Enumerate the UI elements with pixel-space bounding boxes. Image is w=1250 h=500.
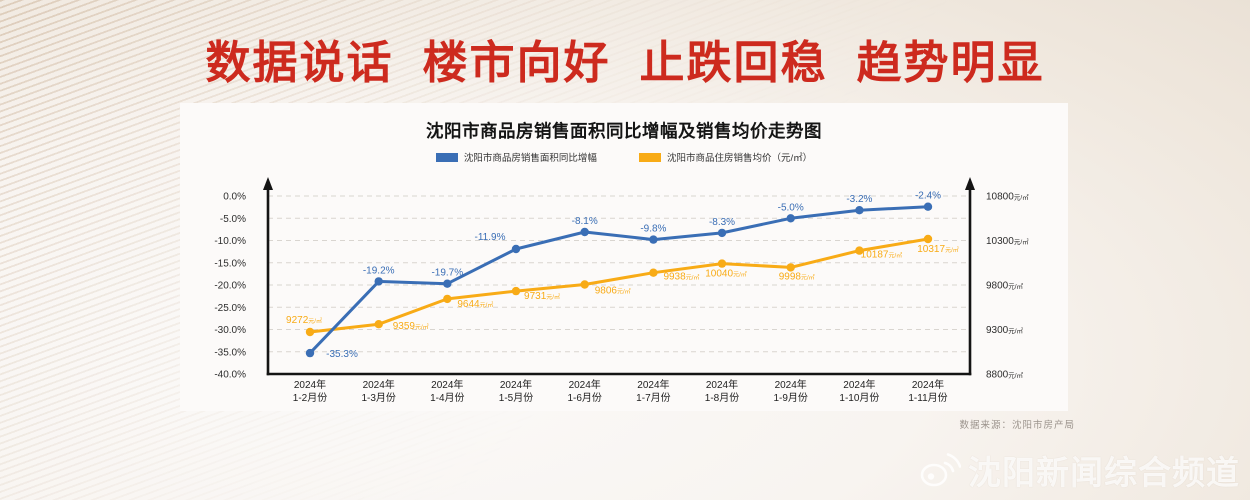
- headline: 数据说话 楼市向好 止跌回稳 趋势明显: [205, 37, 1045, 88]
- grid-lines: [268, 195, 970, 353]
- svg-text:-11.9%: -11.9%: [475, 232, 506, 243]
- svg-text:-2.4%: -2.4%: [915, 191, 941, 202]
- svg-text:-8.1%: -8.1%: [572, 216, 598, 227]
- legend-label-price: 沈阳市商品住房销售均价（元/㎡）: [666, 153, 813, 164]
- svg-text:9938元/㎡: 9938元/㎡: [663, 272, 699, 283]
- chart-plot: 0.0% -5.0% -10.0% -15.0% -20.0% -25.0% -30.0% -…: [214, 177, 1029, 404]
- svg-text:9998元/㎡: 9998元/㎡: [779, 271, 815, 282]
- svg-text:9800元/㎡: 9800元/㎡: [986, 281, 1024, 292]
- svg-text:-19.7%: -19.7%: [431, 268, 463, 279]
- watermark-text: 沈阳新闻综合频道: [968, 454, 1240, 491]
- svg-text:-25.0%: -25.0%: [214, 303, 246, 314]
- svg-text:-5.0%: -5.0%: [220, 214, 246, 225]
- svg-text:-5.0%: -5.0%: [778, 202, 804, 213]
- svg-text:10800元/㎡: 10800元/㎡: [986, 192, 1029, 203]
- axis-arrows: [263, 177, 975, 190]
- svg-text:9300元/㎡: 9300元/㎡: [986, 325, 1024, 336]
- svg-text:-20.0%: -20.0%: [214, 281, 246, 292]
- svg-text:9272元/㎡: 9272元/㎡: [286, 315, 322, 326]
- svg-text:10317元/㎡: 10317元/㎡: [917, 244, 958, 255]
- legend-swatch-yellow: [638, 152, 661, 162]
- chart-legend: 沈阳市商品房销售面积同比增幅 沈阳市商品住房销售均价（元/㎡）: [180, 150, 1068, 164]
- svg-text:0.0%: 0.0%: [223, 192, 246, 203]
- right-axis-ticks: 10800元/㎡ 10300元/㎡ 9800元/㎡ 9300元/㎡ 8800元/㎡: [986, 192, 1029, 381]
- growth-series: -35.3% -19.2% -19.7% -11.9% -8.1% -9.8% -8.3% -…: [305, 191, 941, 360]
- svg-text:-10.0%: -10.0%: [214, 236, 246, 247]
- svg-text:10040元/㎡: 10040元/㎡: [705, 269, 746, 280]
- svg-text:-15.0%: -15.0%: [214, 258, 246, 269]
- svg-text:10300元/㎡: 10300元/㎡: [986, 236, 1029, 247]
- svg-text:-40.0%: -40.0%: [214, 370, 246, 381]
- legend-swatch-blue: [435, 152, 458, 162]
- left-axis-ticks: 0.0% -5.0% -10.0% -15.0% -20.0% -25.0% -30.0% -…: [214, 192, 246, 381]
- legend-item-price: 沈阳市商品住房销售均价（元/㎡）: [638, 150, 813, 164]
- svg-text:10187元/㎡: 10187元/㎡: [861, 250, 902, 261]
- x-axis-labels: 2024年 1-2月份 2024年 1-3月份 2024年 1-4月份 2024年 1-5月份…: [293, 378, 948, 404]
- chart-title: 沈阳市商品房销售面积同比增幅及销售均价走势图: [426, 121, 822, 141]
- chart-panel: 0.0% -5.0% -10.0% -15.0% -20.0% -25.0% -30.0% -…: [180, 103, 1068, 411]
- legend-item-growth: 沈阳市商品房销售面积同比增幅: [435, 150, 597, 164]
- svg-text:-35.0%: -35.0%: [214, 347, 246, 358]
- svg-text:9806元/㎡: 9806元/㎡: [595, 286, 631, 297]
- watermark: 沈阳新闻综合频道: [919, 446, 1240, 494]
- svg-text:-30.0%: -30.0%: [214, 325, 246, 336]
- svg-text:-35.3%: -35.3%: [326, 349, 358, 360]
- axes: [266, 187, 972, 376]
- svg-text:-19.2%: -19.2%: [363, 265, 395, 276]
- svg-text:9731元/㎡: 9731元/㎡: [524, 291, 560, 302]
- price-series: 9272元/㎡ 9359元/㎡ 9644元/㎡ 9731元/㎡ 9806元/㎡ 9938元…: [286, 234, 959, 337]
- svg-text:9359元/㎡: 9359元/㎡: [393, 321, 429, 332]
- svg-text:-8.3%: -8.3%: [709, 217, 735, 228]
- svg-text:-3.2%: -3.2%: [846, 194, 872, 205]
- svg-text:8800元/㎡: 8800元/㎡: [986, 370, 1024, 381]
- weibo-icon: [919, 450, 961, 490]
- data-source-note: 数据来源：沈阳市房产局: [959, 420, 1075, 431]
- svg-text:9644元/㎡: 9644元/㎡: [457, 299, 493, 310]
- svg-text:-9.8%: -9.8%: [640, 224, 666, 235]
- legend-label-growth: 沈阳市商品房销售面积同比增幅: [463, 153, 597, 164]
